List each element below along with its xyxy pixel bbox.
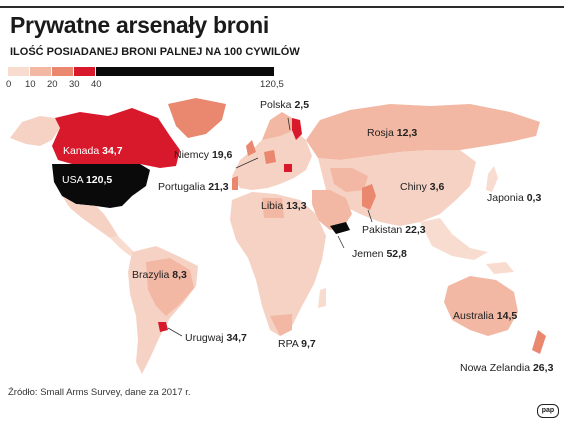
label-nowa-zelandia: Nowa Zelandia 26,3	[460, 362, 554, 374]
japan-shape	[486, 166, 498, 192]
africa-shape	[230, 192, 326, 336]
label-libia: Libia 13,3	[261, 200, 307, 212]
usa-shape	[52, 164, 150, 208]
yemen-shape	[330, 222, 350, 234]
libya-shape	[262, 198, 284, 218]
australia-shape	[444, 276, 518, 336]
label-australia: Australia 14,5	[453, 310, 518, 322]
label-chiny: Chiny 3,6	[400, 181, 445, 193]
uruguay-shape	[158, 322, 168, 332]
scandinavia-shape	[262, 112, 294, 140]
leader-line	[337, 235, 345, 249]
leader-line	[367, 209, 373, 223]
south-africa-shape	[270, 314, 292, 336]
label-kanada: Kanada 34,7	[63, 145, 123, 157]
russia-shape	[306, 104, 540, 160]
source-note: Źródło: Small Arms Survey, dane za 2017 …	[8, 387, 191, 398]
map-title: Prywatne arsenały broni	[10, 12, 269, 38]
leader-line	[287, 117, 291, 131]
uk-shape	[246, 140, 256, 156]
label-jemen: Jemen 52,8	[352, 248, 407, 260]
greenland-shape	[168, 98, 226, 138]
label-rpa: RPA 9,7	[278, 338, 316, 350]
label-rosja: Rosja 12,3	[367, 127, 418, 139]
serbia-shape	[284, 164, 292, 172]
middle-east-shape	[312, 190, 352, 230]
label-polska: Polska 2,5	[260, 99, 310, 111]
germany-shape	[264, 150, 276, 164]
alaska-shape	[10, 116, 60, 146]
map-subtitle: ILOŚĆ POSIADANEJ BRONI PALNEJ NA 100 CYW…	[10, 46, 300, 58]
leader-line	[235, 157, 259, 169]
canada-shape	[52, 108, 180, 168]
pakistan-shape	[362, 184, 376, 210]
label-brazylia: Brazylia 8,3	[132, 269, 187, 281]
central-asia-shape	[330, 168, 368, 192]
label-pakistan: Pakistan 22,3	[362, 224, 426, 236]
southeast-asia-shape	[420, 218, 488, 260]
mexico-shape	[62, 196, 118, 238]
madagascar-shape	[318, 288, 326, 308]
finland-shape	[292, 118, 302, 140]
label-portugalia: Portugalia 21,3	[158, 181, 229, 193]
asia-shape	[318, 150, 476, 226]
pap-logo-icon: pap	[537, 404, 559, 418]
label-japonia: Japonia 0,3	[487, 192, 542, 204]
label-niemcy: Niemcy 19,6	[174, 149, 233, 161]
new-guinea-shape	[486, 262, 514, 274]
label-usa: USA 120,5	[62, 174, 113, 186]
label-urugwaj: Urugwaj 34,7	[185, 332, 247, 344]
leader-line	[167, 327, 183, 337]
top-rule	[0, 6, 564, 8]
central-america-shape	[110, 236, 134, 256]
brazil-shape	[146, 258, 194, 316]
new-zealand-shape	[532, 330, 546, 354]
portugal-shape	[232, 176, 238, 190]
